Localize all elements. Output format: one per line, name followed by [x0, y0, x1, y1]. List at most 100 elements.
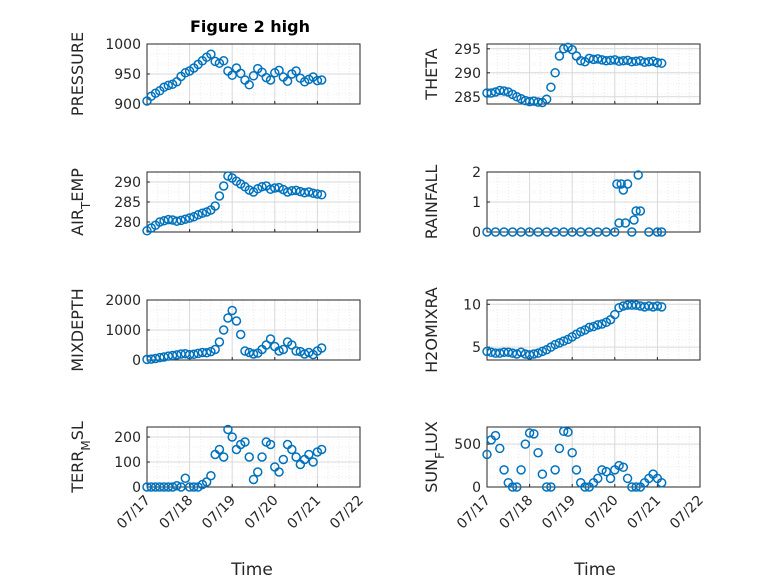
y-axis-label: SUNFLUX	[422, 421, 447, 493]
data-point	[610, 227, 620, 237]
data-point	[218, 181, 229, 191]
data-point	[575, 56, 586, 66]
data-point	[146, 354, 157, 364]
y-tick-label: 0	[472, 480, 481, 496]
data-point	[274, 467, 284, 477]
axes-box	[146, 426, 361, 488]
data-point	[316, 343, 327, 353]
data-point	[550, 339, 560, 350]
data-point	[316, 444, 327, 455]
axes-box	[486, 43, 701, 105]
data-point	[197, 208, 208, 218]
data-point	[597, 319, 607, 329]
y-tick-label: 200	[114, 430, 141, 446]
y-tick-label: 2	[472, 165, 481, 181]
subplot-terr-msl: 200 100 007/17 07/18 07/19 07/20 07/21 07/22 TER…	[68, 421, 367, 532]
data-point	[524, 350, 535, 360]
data-point	[180, 473, 191, 483]
data-point	[244, 80, 254, 90]
data-point	[248, 474, 259, 485]
data-point	[159, 82, 169, 92]
y-axis-label: MIXDEPTH	[68, 288, 87, 371]
data-point	[520, 439, 531, 449]
data-point	[633, 170, 643, 180]
data-point	[499, 86, 509, 96]
data-point	[631, 206, 641, 216]
data-point	[248, 349, 259, 359]
data-point	[231, 316, 242, 326]
data-point	[616, 179, 626, 189]
data-point	[554, 443, 565, 454]
data-point	[282, 76, 293, 86]
data-point	[214, 191, 225, 201]
data-point	[482, 449, 492, 460]
data-point	[163, 214, 174, 225]
data-point	[227, 305, 237, 316]
data-point	[580, 482, 590, 492]
data-point	[240, 346, 250, 356]
data-point	[155, 217, 165, 227]
y-axis-label: AIRTEMP	[68, 168, 93, 236]
data-point	[541, 94, 552, 104]
y-tick-label: 0	[132, 353, 141, 369]
data-point	[244, 452, 254, 462]
y-tick-label: 950	[114, 67, 141, 83]
data-point	[312, 75, 323, 86]
y-axis-label: PRESSURE	[68, 32, 87, 116]
y-tick-label: 290	[454, 66, 481, 82]
data-point	[614, 302, 624, 313]
y-axis-label: H2OMIXRA	[422, 287, 441, 373]
subplot-sun-flux: 500 007/17 07/18 07/19 07/20 07/21 07/22 SUNFLU…	[422, 421, 707, 532]
data-point	[541, 482, 552, 492]
data-point	[210, 344, 220, 355]
data-point	[529, 349, 539, 359]
data-point	[270, 183, 280, 193]
x-tick-label: 07/21	[284, 493, 324, 533]
data-point	[588, 321, 599, 332]
data-point	[656, 477, 667, 488]
data-point	[610, 309, 620, 320]
data-point	[486, 88, 497, 98]
data-point	[265, 439, 276, 450]
data-point	[656, 302, 667, 312]
x-axis-label-right: Time	[573, 560, 616, 580]
x-tick-label: 07/21	[624, 493, 664, 533]
y-tick-label: 1	[472, 195, 481, 211]
data-point	[223, 424, 233, 435]
x-tick-label: 07/19	[539, 493, 579, 533]
data-point	[627, 227, 637, 237]
data-point	[652, 57, 663, 68]
y-tick-label: 500	[454, 437, 481, 453]
y-tick-label: 100	[114, 455, 141, 471]
x-tick-label: 07/18	[497, 493, 537, 533]
y-tick-label: 285	[114, 195, 141, 211]
data-point	[597, 465, 607, 475]
data-point	[524, 428, 535, 438]
data-point	[656, 227, 667, 237]
data-point	[287, 444, 297, 455]
data-point	[554, 51, 565, 61]
data-point	[201, 477, 212, 487]
data-point	[265, 75, 276, 85]
data-point	[629, 215, 639, 225]
data-point	[218, 56, 229, 66]
data-point	[507, 482, 518, 492]
subplot-pressure: 1000 950 900 PRESSURE	[68, 32, 361, 116]
data-point	[189, 349, 199, 360]
data-point	[546, 482, 556, 492]
data-point	[223, 313, 233, 323]
y-tick-label: 285	[454, 90, 481, 106]
data-point	[176, 215, 186, 226]
y-tick-label: 0	[472, 225, 481, 241]
data-point	[652, 227, 663, 237]
data-point	[546, 82, 556, 92]
data-point	[571, 465, 582, 475]
y-tick-label: 2000	[105, 293, 141, 309]
data-point	[274, 65, 284, 76]
y-tick-label: 280	[114, 215, 141, 231]
y-axis-label: TERRMSL	[68, 421, 93, 494]
y-tick-label: 10	[463, 297, 481, 313]
data-point	[159, 352, 169, 362]
x-tick-label: 07/18	[157, 493, 197, 533]
data-point	[172, 216, 182, 226]
